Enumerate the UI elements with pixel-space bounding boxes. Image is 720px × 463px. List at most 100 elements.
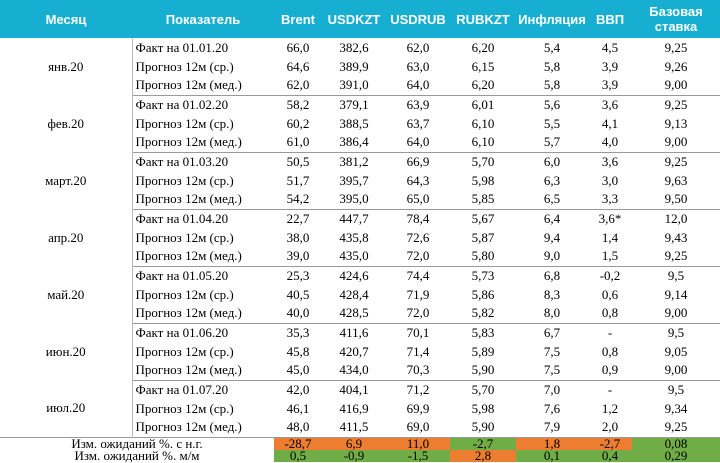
rubkzt-cell: 5,98 xyxy=(471,172,495,188)
gdp-cell: 0,9 xyxy=(588,361,632,381)
brent-cell: 40,5 xyxy=(286,286,310,302)
indicator-cell: Прогноз 12м (ср.) xyxy=(135,115,234,131)
usdrub-cell: 78,4 xyxy=(406,210,430,226)
brent-cell: 64,6 xyxy=(286,58,310,74)
gdp-cell: 3,3 xyxy=(588,190,632,210)
inflation-cell: 5,8 xyxy=(516,76,588,96)
gdp-cell: 0,8 xyxy=(601,343,619,359)
brent-cell: 61,0 xyxy=(274,133,322,153)
gdp-cell: 1,2 xyxy=(601,400,619,416)
gdp-cell: 3,9 xyxy=(601,58,619,74)
rubkzt-cell: 5,85 xyxy=(450,190,516,210)
usdkzt-cell: 386,4 xyxy=(322,133,386,153)
table-row: Прогноз 12м (мед.) 39,0 435,0 72,0 5,80 9,0 1,… xyxy=(0,247,720,267)
table-row: Прогноз 12м (мед.) 62,0 391,0 64,0 6,20 5,8 3,… xyxy=(0,76,720,96)
usdrub-cell: 70,3 xyxy=(386,361,450,381)
usdrub-cell: 72,0 xyxy=(386,304,450,324)
table-row: фев.20 Факт на 01.02.20 58,2 379,1 63,9 6,01 5… xyxy=(0,95,720,152)
brent-cell: 42,0 xyxy=(286,381,310,397)
inflation-change-cell: 1,8 xyxy=(516,436,588,450)
indicator-cell: Факт на 01.07.20 xyxy=(135,381,229,397)
usdkzt-change-cell: 6,9 xyxy=(322,436,386,450)
inflation-change-cell: 0,1 xyxy=(516,449,588,462)
base-rate-cell: 9,00 xyxy=(632,133,720,153)
usdkzt-cell: 381,2 xyxy=(339,153,369,169)
header-base-rate: Базовая ставка xyxy=(632,0,720,38)
indicator-cell: Прогноз 12м (ср.) xyxy=(135,58,234,74)
brent-cell: 22,7 xyxy=(286,210,310,226)
summary-row: Изм. ожиданий %. с н.г. -28,7 6,9 11,0 -2,7 1… xyxy=(0,436,720,450)
gdp-cell: 1,5 xyxy=(588,247,632,267)
base-rate-cell: 9,5 xyxy=(667,381,685,397)
rubkzt-cell: 5,98 xyxy=(471,400,495,416)
table-row: май.20 Факт на 01.05.20 25,3 424,6 74,4 5,73 6… xyxy=(0,266,720,323)
table-row: апр.20 Факт на 01.04.20 22,7 447,7 78,4 5,67 6… xyxy=(0,209,720,266)
header-usdrub: USDRUB xyxy=(386,0,450,38)
table-row: Прогноз 12м (ср.) 38,0 435,8 72,6 5,87 9,4 1,4… xyxy=(0,228,720,247)
table-row: Прогноз 12м (мед.) 54,2 395,0 65,0 5,85 6,5 3,… xyxy=(0,190,720,210)
indicator-cell: Прогноз 12м (мед.) xyxy=(132,133,274,153)
month-cell: июн.20 xyxy=(0,323,133,380)
brent-cell: 45,8 xyxy=(286,343,310,359)
inflation-cell: 6,7 xyxy=(543,324,561,340)
inflation-cell: 9,4 xyxy=(543,229,561,245)
usdrub-cell: 72,0 xyxy=(386,247,450,267)
usdrub-cell: 74,4 xyxy=(406,267,430,283)
inflation-cell: 5,7 xyxy=(516,133,588,153)
brent-cell: 66,0 xyxy=(286,39,310,55)
inflation-cell: 7,6 xyxy=(543,400,561,416)
summary-label: Изм. ожиданий %. с н.г. xyxy=(0,436,274,450)
base-rate-cell: 9,25 xyxy=(664,153,688,169)
indicator-cell: Прогноз 12м (ср.) xyxy=(135,400,234,416)
usdkzt-cell: 391,0 xyxy=(322,76,386,96)
brent-change-cell: -28,7 xyxy=(274,436,322,450)
base-rate-cell: 9,00 xyxy=(632,361,720,381)
gdp-change-cell: 0,4 xyxy=(588,449,632,462)
indicator-cell: Прогноз 12м (мед.) xyxy=(132,418,274,438)
usdkzt-cell: 420,7 xyxy=(339,343,369,359)
rubkzt-change-cell: 2,8 xyxy=(450,449,516,462)
inflation-cell: 6,5 xyxy=(516,190,588,210)
inflation-cell: 5,5 xyxy=(543,115,561,131)
rubkzt-cell: 6,01 xyxy=(471,96,495,112)
table-footer: Изм. ожиданий %. с н.г. -28,7 6,9 11,0 -2,7 1… xyxy=(0,436,720,463)
base-rate-cell: 9,26 xyxy=(664,58,688,74)
month-cell: март.20 xyxy=(0,152,133,209)
header-brent: Brent xyxy=(274,0,322,38)
base-rate-change-cell: 0,08 xyxy=(632,436,720,450)
header-usdkzt: USDKZT xyxy=(322,0,386,38)
gdp-cell: 3,9 xyxy=(588,76,632,96)
header-row: Месяц Показатель Brent USDKZT USDRUB RUB… xyxy=(0,0,720,38)
indicator-cell: Прогноз 12м (мед.) xyxy=(132,76,274,96)
usdkzt-cell: 435,0 xyxy=(322,247,386,267)
brent-cell: 48,0 xyxy=(274,418,322,438)
indicator-cell: Прогноз 12м (ср.) xyxy=(135,172,234,188)
header-indicator: Показатель xyxy=(132,0,274,38)
inflation-cell: 7,5 xyxy=(516,361,588,381)
rubkzt-cell: 6,20 xyxy=(450,76,516,96)
usdrub-cell: 70,1 xyxy=(406,324,430,340)
usdrub-change-cell: 11,0 xyxy=(386,436,450,450)
brent-change-cell: 0,5 xyxy=(274,449,322,462)
month-cell: май.20 xyxy=(0,266,133,323)
inflation-cell: 6,4 xyxy=(543,210,561,226)
inflation-cell: 6,3 xyxy=(543,172,561,188)
inflation-cell: 5,6 xyxy=(543,96,561,112)
rubkzt-cell: 5,90 xyxy=(450,418,516,438)
usdkzt-cell: 411,6 xyxy=(339,324,369,340)
rubkzt-cell: 5,86 xyxy=(471,286,495,302)
gdp-cell: 0,6 xyxy=(601,286,619,302)
indicator-cell: Прогноз 12м (мед.) xyxy=(132,247,274,267)
usdrub-cell: 69,9 xyxy=(406,400,430,416)
base-rate-cell: 9,34 xyxy=(664,400,688,416)
base-rate-cell: 9,00 xyxy=(632,304,720,324)
summary-label: Изм. ожиданий %. м/м xyxy=(74,447,200,463)
base-rate-cell: 9,25 xyxy=(664,96,688,112)
brent-cell: 46,1 xyxy=(286,400,310,416)
rubkzt-cell: 5,82 xyxy=(450,304,516,324)
base-rate-cell: 9,25 xyxy=(664,39,688,55)
rubkzt-cell: 5,80 xyxy=(450,247,516,267)
header-month: Месяц xyxy=(0,0,132,38)
rubkzt-cell: 6,10 xyxy=(450,133,516,153)
usdkzt-cell: 382,6 xyxy=(339,39,369,55)
